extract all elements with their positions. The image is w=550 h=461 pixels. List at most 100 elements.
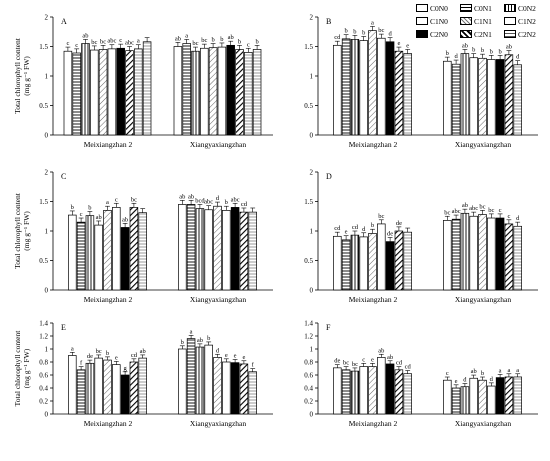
- bar: [341, 38, 351, 136]
- bar: [368, 30, 377, 136]
- chart-panel-e: 0 0.2 0.4 0.6 0.8 1 1.2 1.4 E Total chlorophyll c…: [13, 320, 273, 428]
- significance-label: b: [255, 38, 258, 45]
- panel-letter: A: [61, 17, 67, 26]
- y-tick-label: 1: [310, 228, 314, 236]
- bar: [94, 224, 103, 291]
- y-tick-label: 0.5: [304, 102, 313, 110]
- bar: [63, 50, 73, 136]
- legend-item-c1n2: C1N2: [504, 15, 536, 27]
- bar: [385, 41, 395, 136]
- significance-label: c: [507, 213, 510, 220]
- significance-label: g: [123, 365, 127, 372]
- legend-label: C0N2: [518, 3, 536, 13]
- bar: [204, 344, 213, 415]
- bar: [191, 50, 200, 136]
- significance-label: c: [247, 41, 250, 48]
- bar: [76, 369, 86, 415]
- bar: [495, 59, 505, 136]
- significance-label: d: [362, 226, 366, 233]
- bar: [513, 64, 522, 136]
- legend-item-c0n0: C0N0: [416, 2, 448, 14]
- significance-label: bc: [96, 348, 102, 355]
- significance-label: bc: [378, 27, 384, 34]
- bar: [248, 211, 257, 291]
- bar: [333, 44, 342, 136]
- significance-label: a: [507, 367, 510, 374]
- bar: [120, 374, 130, 415]
- bar: [208, 47, 218, 136]
- significance-label: ab: [82, 32, 88, 39]
- significance-label: c: [119, 37, 122, 44]
- bar: [403, 373, 412, 415]
- bar: [333, 235, 342, 291]
- bar: [138, 212, 147, 291]
- significance-label: e: [234, 352, 237, 359]
- significance-label: de: [334, 358, 340, 365]
- legend-label: C1N0: [430, 16, 448, 26]
- bar: [350, 370, 360, 415]
- bar: [204, 209, 213, 291]
- legend-label: C1N2: [518, 16, 536, 26]
- bar: [112, 364, 121, 415]
- bar: [200, 47, 209, 136]
- y-axis-unit: (mg g⁻¹ FW): [22, 348, 31, 388]
- y-tick-label: 0.5: [39, 102, 48, 110]
- significance-label: de: [396, 220, 402, 227]
- legend-swatch: [460, 17, 472, 25]
- y-tick-label: 1: [45, 346, 49, 354]
- y-tick-label: 0: [310, 287, 314, 295]
- significance-label: a: [137, 38, 140, 45]
- chart-panel-c: 0 0.5 1 1.5 2 C Total chlorophyll content (mg g…: [13, 169, 273, 304]
- significance-label: a: [190, 328, 193, 335]
- x-tick-label: Xiangyaxiangzhan: [455, 419, 511, 428]
- significance-label: e: [455, 378, 458, 385]
- legend-item-c0n1: C0N1: [460, 2, 492, 14]
- significance-label: abc: [469, 205, 478, 212]
- bar: [504, 223, 514, 291]
- legend-label: C0N1: [474, 3, 492, 13]
- x-tick-label: Meixiangzhan 2: [349, 140, 398, 149]
- bar: [98, 49, 108, 136]
- bar: [213, 357, 222, 415]
- significance-label: c: [66, 40, 69, 47]
- bar: [394, 50, 404, 136]
- bar: [186, 204, 196, 291]
- significance-label: b: [362, 29, 365, 36]
- bar: [222, 361, 231, 415]
- significance-label: c: [80, 211, 83, 218]
- bar: [103, 210, 112, 291]
- y-tick-label: 0.4: [39, 385, 48, 393]
- legend-swatch: [416, 17, 428, 25]
- significance-label: d: [216, 195, 220, 202]
- x-tick-label: Xiangyaxiangzhan: [190, 295, 246, 304]
- bar: [451, 218, 461, 291]
- bar: [182, 43, 191, 136]
- legend-label: C2N0: [430, 29, 448, 39]
- legend-swatch: [504, 17, 516, 25]
- bar: [403, 53, 412, 136]
- y-tick-label: 0.2: [39, 398, 48, 406]
- significance-label: cd: [405, 364, 412, 371]
- significance-label: bc: [378, 213, 384, 220]
- legend-swatch: [416, 4, 428, 12]
- legend-item-c1n0: C1N0: [416, 15, 448, 27]
- significance-label: ab: [387, 354, 393, 361]
- legend-label: C0N0: [430, 3, 448, 13]
- significance-label: bc: [352, 361, 358, 368]
- legend-label: C2N2: [518, 29, 536, 39]
- significance-label: bc: [444, 209, 450, 216]
- significance-label: d: [454, 53, 458, 60]
- bar: [394, 369, 404, 415]
- bar: [230, 207, 240, 291]
- y-tick-label: 1.5: [304, 43, 313, 51]
- significance-label: ab: [140, 348, 146, 355]
- bar: [134, 48, 143, 136]
- y-tick-label: 1.2: [39, 333, 48, 341]
- significance-label: cd: [334, 34, 341, 41]
- x-tick-label: Xiangyaxiangzhan: [455, 295, 511, 304]
- bar: [195, 208, 205, 291]
- bar: [385, 363, 395, 415]
- panel-letter: E: [61, 323, 66, 332]
- legend-label: C1N1: [474, 16, 492, 26]
- significance-label: abc: [452, 208, 461, 215]
